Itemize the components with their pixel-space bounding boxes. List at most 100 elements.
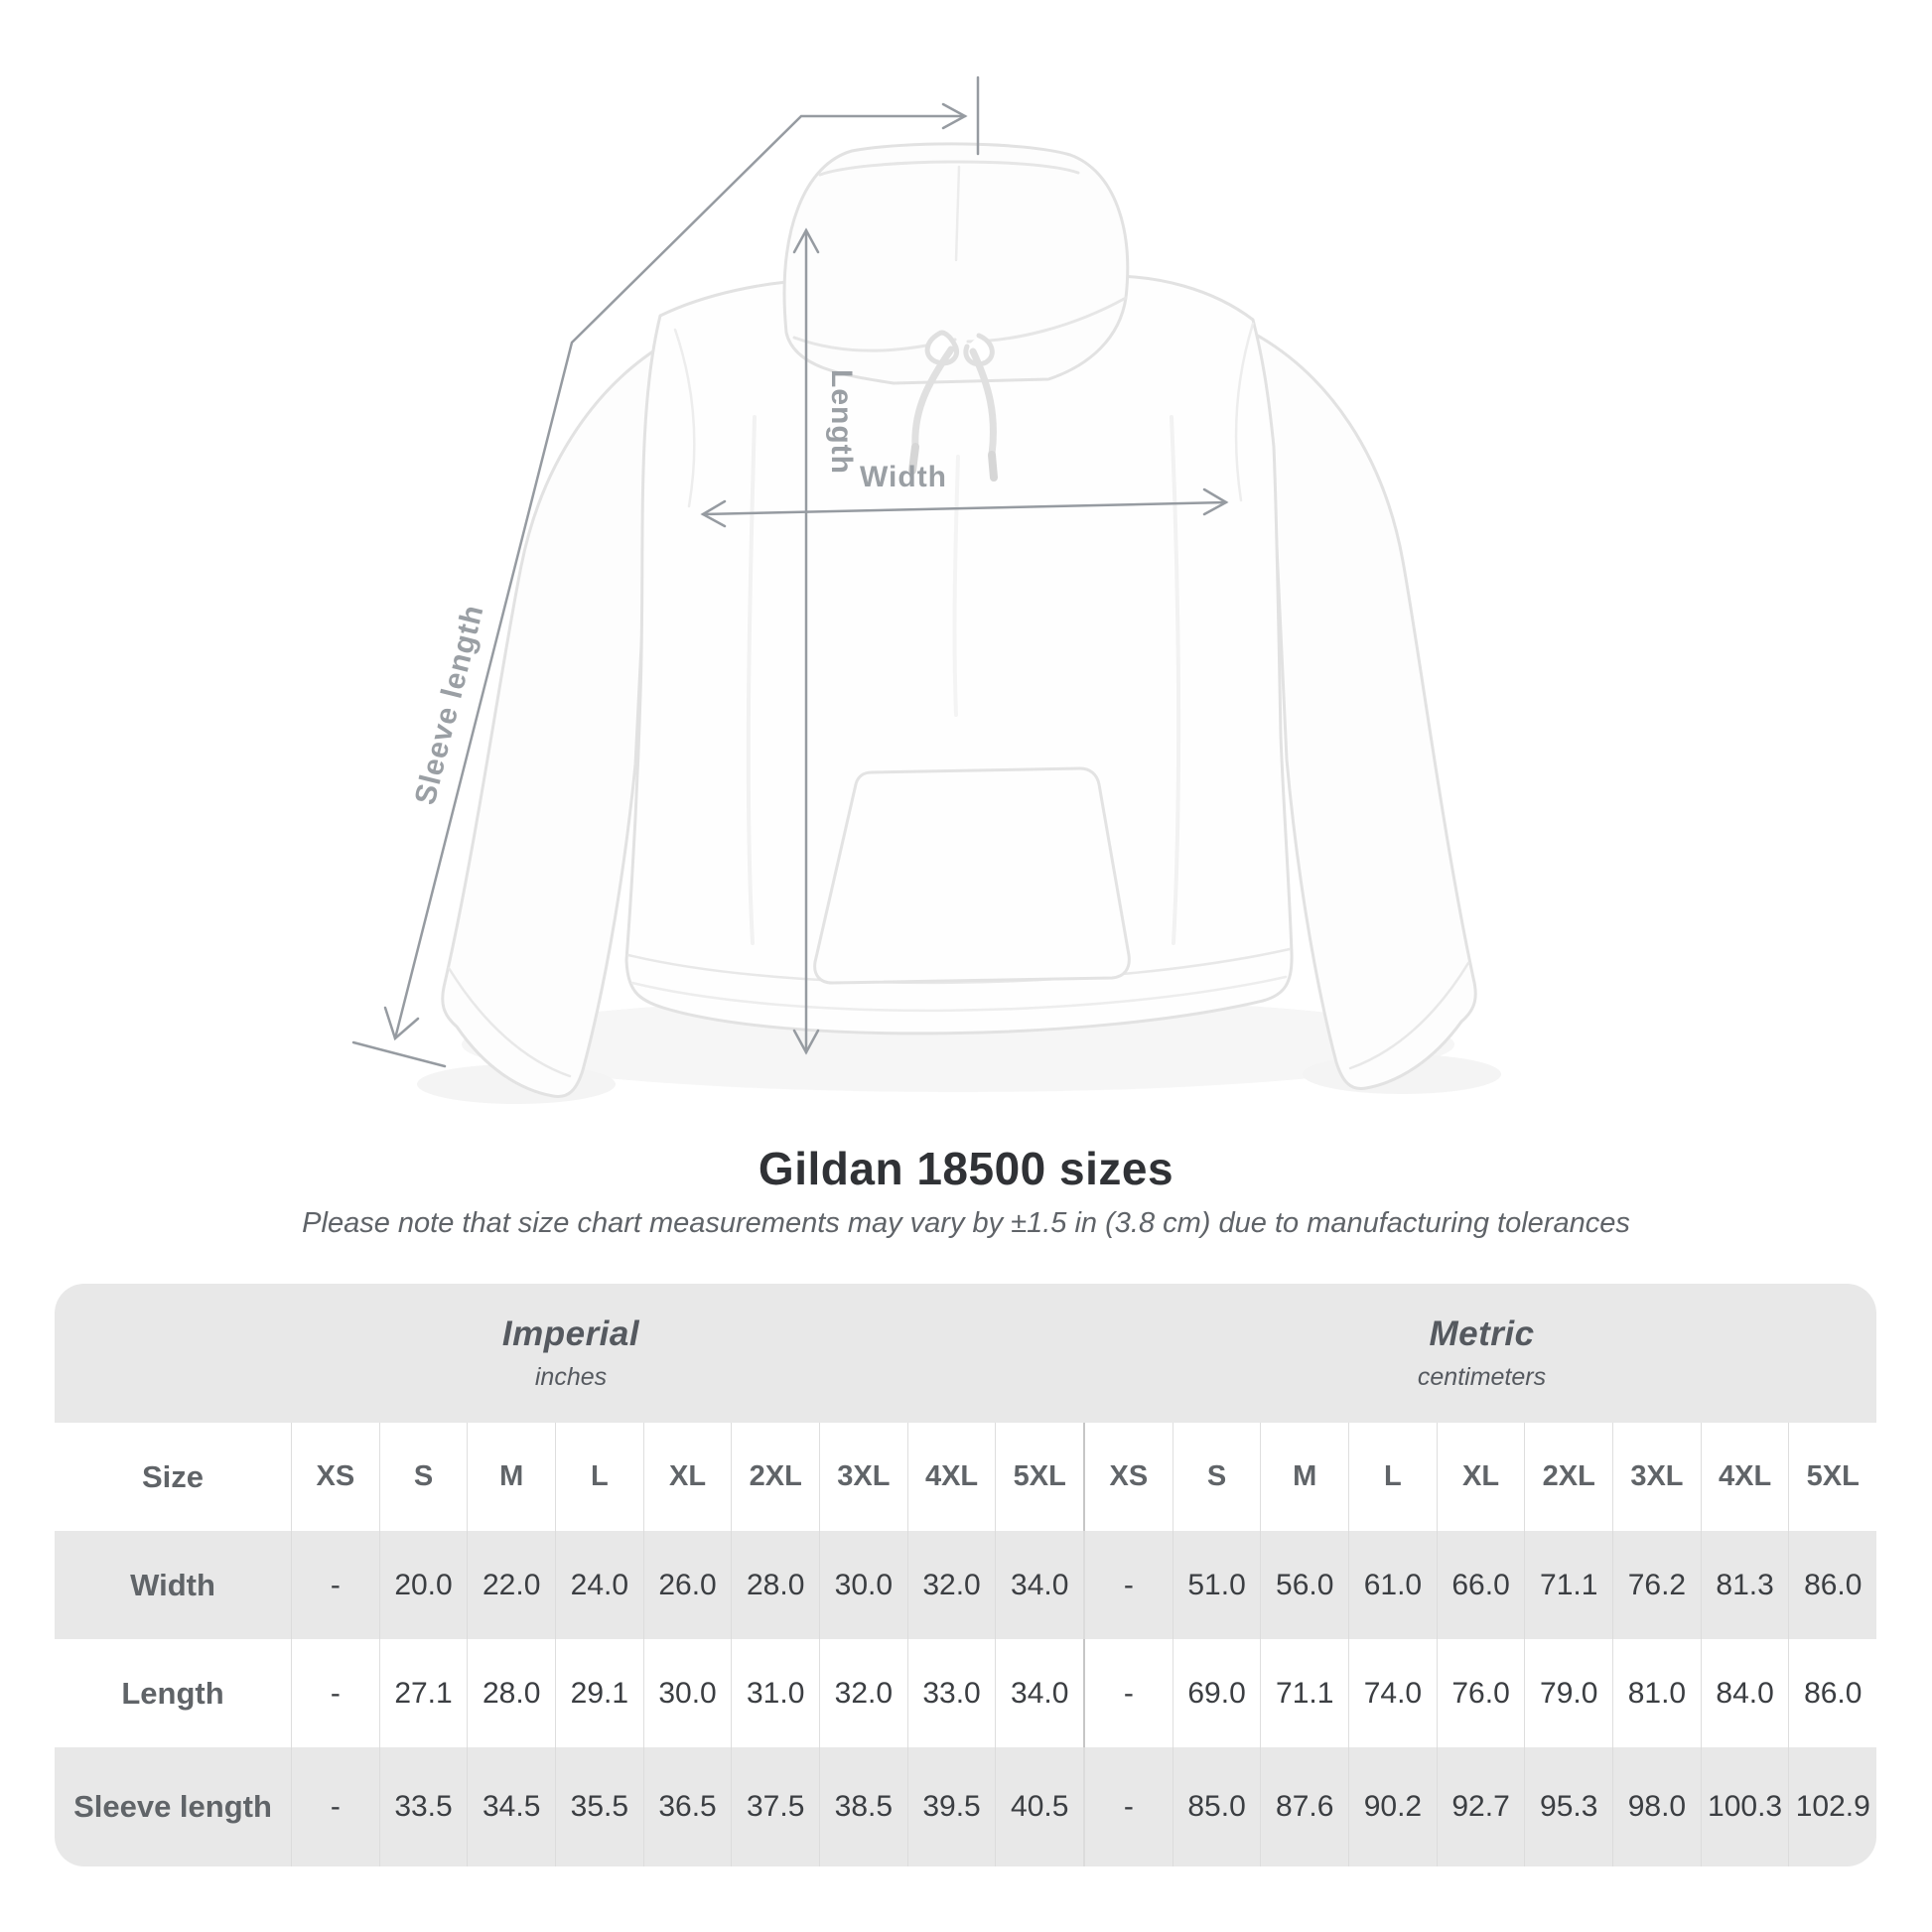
length-imperial-2xl: 31.0 bbox=[731, 1639, 819, 1747]
arrowhead-down-icon bbox=[792, 1029, 820, 1055]
arrowhead-left-icon bbox=[700, 499, 727, 528]
size-header-imperial-4xl: 4XL bbox=[906, 1423, 996, 1531]
width-imperial-s: 20.0 bbox=[378, 1531, 468, 1639]
sleeve-metric-s: 85.0 bbox=[1172, 1747, 1261, 1866]
width-imperial-4xl: 32.0 bbox=[906, 1531, 996, 1639]
sleeve-metric-xl: 92.7 bbox=[1436, 1747, 1525, 1866]
sleeve-annotation-label: Sleeve length bbox=[409, 602, 490, 808]
size-header-imperial-xl: XL bbox=[642, 1423, 732, 1531]
sleeve-metric-l: 90.2 bbox=[1348, 1747, 1437, 1866]
length-imperial-xl: 30.0 bbox=[642, 1639, 732, 1747]
cuff-seam bbox=[1348, 961, 1470, 1070]
width-imperial-xl: 26.0 bbox=[642, 1531, 732, 1639]
imperial-section-header: Imperial inches bbox=[55, 1284, 1087, 1423]
cuff-seam bbox=[447, 966, 572, 1078]
length-annotation-label: Length bbox=[825, 369, 858, 475]
measurement-annotations bbox=[351, 75, 1229, 1068]
width-annotation-label: Width bbox=[860, 461, 947, 493]
width-imperial-3xl: 30.0 bbox=[819, 1531, 907, 1639]
arrowhead-right-icon bbox=[1202, 487, 1229, 516]
hoodie-left-sleeve bbox=[441, 331, 687, 1099]
sleeve-metric-4xl: 100.3 bbox=[1700, 1747, 1789, 1866]
width-metric-m: 56.0 bbox=[1260, 1531, 1348, 1639]
size-header-row: Size XS S M L XL 2XL 3XL 4XL 5XL XS S M … bbox=[55, 1423, 1876, 1531]
length-metric-2xl: 79.0 bbox=[1524, 1639, 1612, 1747]
sleeve-end-tick bbox=[351, 1040, 447, 1068]
sleeve-length-arrow bbox=[351, 75, 980, 1068]
size-header-imperial-3xl: 3XL bbox=[819, 1423, 907, 1531]
hoodie-right-sleeve bbox=[1241, 326, 1477, 1091]
width-metric-5xl: 86.0 bbox=[1788, 1531, 1876, 1639]
size-header-imperial-m: M bbox=[467, 1423, 555, 1531]
size-header-metric-3xl: 3XL bbox=[1612, 1423, 1701, 1531]
shoulder-seam bbox=[673, 328, 696, 508]
sleeve-imperial-l: 35.5 bbox=[555, 1747, 643, 1866]
size-header-metric-5xl: 5XL bbox=[1788, 1423, 1876, 1531]
size-header-imperial-l: L bbox=[555, 1423, 643, 1531]
length-metric-l: 74.0 bbox=[1348, 1639, 1437, 1747]
length-arrow bbox=[792, 227, 820, 1055]
width-metric-l: 61.0 bbox=[1348, 1531, 1437, 1639]
sleeve-imperial-2xl: 37.5 bbox=[731, 1747, 819, 1866]
size-table: Imperial inches Metric centimeters Size … bbox=[55, 1284, 1876, 1866]
sleeve-imperial-s: 33.5 bbox=[378, 1747, 468, 1866]
length-metric-xs: - bbox=[1083, 1639, 1173, 1747]
table-row-length: Length - 27.1 28.0 29.1 30.0 31.0 32.0 3… bbox=[55, 1639, 1876, 1747]
size-header-metric-s: S bbox=[1172, 1423, 1261, 1531]
width-imperial-m: 22.0 bbox=[467, 1531, 555, 1639]
sleeve-metric-2xl: 95.3 bbox=[1524, 1747, 1612, 1866]
width-imperial-xs: - bbox=[291, 1531, 379, 1639]
hoodie-hood bbox=[782, 142, 1130, 385]
hoodie-pocket bbox=[813, 766, 1131, 985]
width-imperial-l: 24.0 bbox=[555, 1531, 643, 1639]
width-metric-4xl: 81.3 bbox=[1700, 1531, 1789, 1639]
width-measure-line bbox=[701, 500, 1228, 516]
imperial-unit: inches bbox=[534, 1363, 608, 1391]
size-header-metric-xl: XL bbox=[1436, 1423, 1525, 1531]
width-imperial-5xl: 34.0 bbox=[995, 1531, 1083, 1639]
sleeve-imperial-m: 34.5 bbox=[467, 1747, 555, 1866]
row-label-length: Length bbox=[121, 1675, 224, 1711]
size-header-metric-4xl: 4XL bbox=[1700, 1423, 1789, 1531]
sleeve-imperial-5xl: 40.5 bbox=[995, 1747, 1083, 1866]
hem-seam bbox=[626, 947, 1292, 985]
length-imperial-s: 27.1 bbox=[378, 1639, 468, 1747]
drawstring-cord bbox=[911, 345, 955, 451]
metric-unit: centimeters bbox=[1417, 1363, 1547, 1391]
sleeve-imperial-xs: - bbox=[291, 1747, 379, 1866]
arrowhead-right-icon bbox=[941, 102, 968, 130]
size-header-metric-2xl: 2XL bbox=[1524, 1423, 1612, 1531]
shoulder-seam bbox=[1234, 322, 1255, 502]
width-metric-xl: 66.0 bbox=[1436, 1531, 1525, 1639]
fold-line bbox=[746, 415, 757, 945]
table-row-width: Width - 20.0 22.0 24.0 26.0 28.0 30.0 32… bbox=[55, 1531, 1876, 1639]
hem-seam bbox=[630, 975, 1288, 1013]
fold-line bbox=[952, 455, 960, 717]
drawstring-aglet bbox=[908, 443, 919, 475]
size-header-imperial-5xl: 5XL bbox=[995, 1423, 1083, 1531]
length-metric-4xl: 84.0 bbox=[1700, 1639, 1789, 1747]
size-column-header: Size bbox=[141, 1458, 205, 1494]
length-imperial-l: 29.1 bbox=[555, 1639, 643, 1747]
width-imperial-2xl: 28.0 bbox=[731, 1531, 819, 1639]
sleeve-metric-m: 87.6 bbox=[1260, 1747, 1348, 1866]
arrowhead-up-icon bbox=[792, 227, 820, 254]
width-arrow bbox=[700, 487, 1229, 528]
size-header-metric-l: L bbox=[1348, 1423, 1437, 1531]
metric-section-header: Metric centimeters bbox=[1087, 1284, 1876, 1423]
width-metric-xs: - bbox=[1083, 1531, 1173, 1639]
length-imperial-5xl: 34.0 bbox=[995, 1639, 1083, 1747]
size-header-imperial-s: S bbox=[378, 1423, 468, 1531]
sleeve-imperial-3xl: 38.5 bbox=[819, 1747, 907, 1866]
width-metric-s: 51.0 bbox=[1172, 1531, 1261, 1639]
length-metric-3xl: 81.0 bbox=[1612, 1639, 1701, 1747]
drawstring-aglet bbox=[988, 451, 998, 482]
tolerance-note: Please note that size chart measurements… bbox=[302, 1207, 1630, 1239]
hoodie-measurement-diagram: Length Width Sleeve length bbox=[351, 75, 1501, 1104]
imperial-title: Imperial bbox=[501, 1314, 640, 1353]
row-label-width: Width bbox=[130, 1567, 215, 1602]
table-row-sleeve-length: Sleeve length - 33.5 34.5 35.5 36.5 37.5… bbox=[55, 1747, 1876, 1866]
sleeve-imperial-4xl: 39.5 bbox=[906, 1747, 996, 1866]
metric-title: Metric bbox=[1429, 1314, 1535, 1353]
